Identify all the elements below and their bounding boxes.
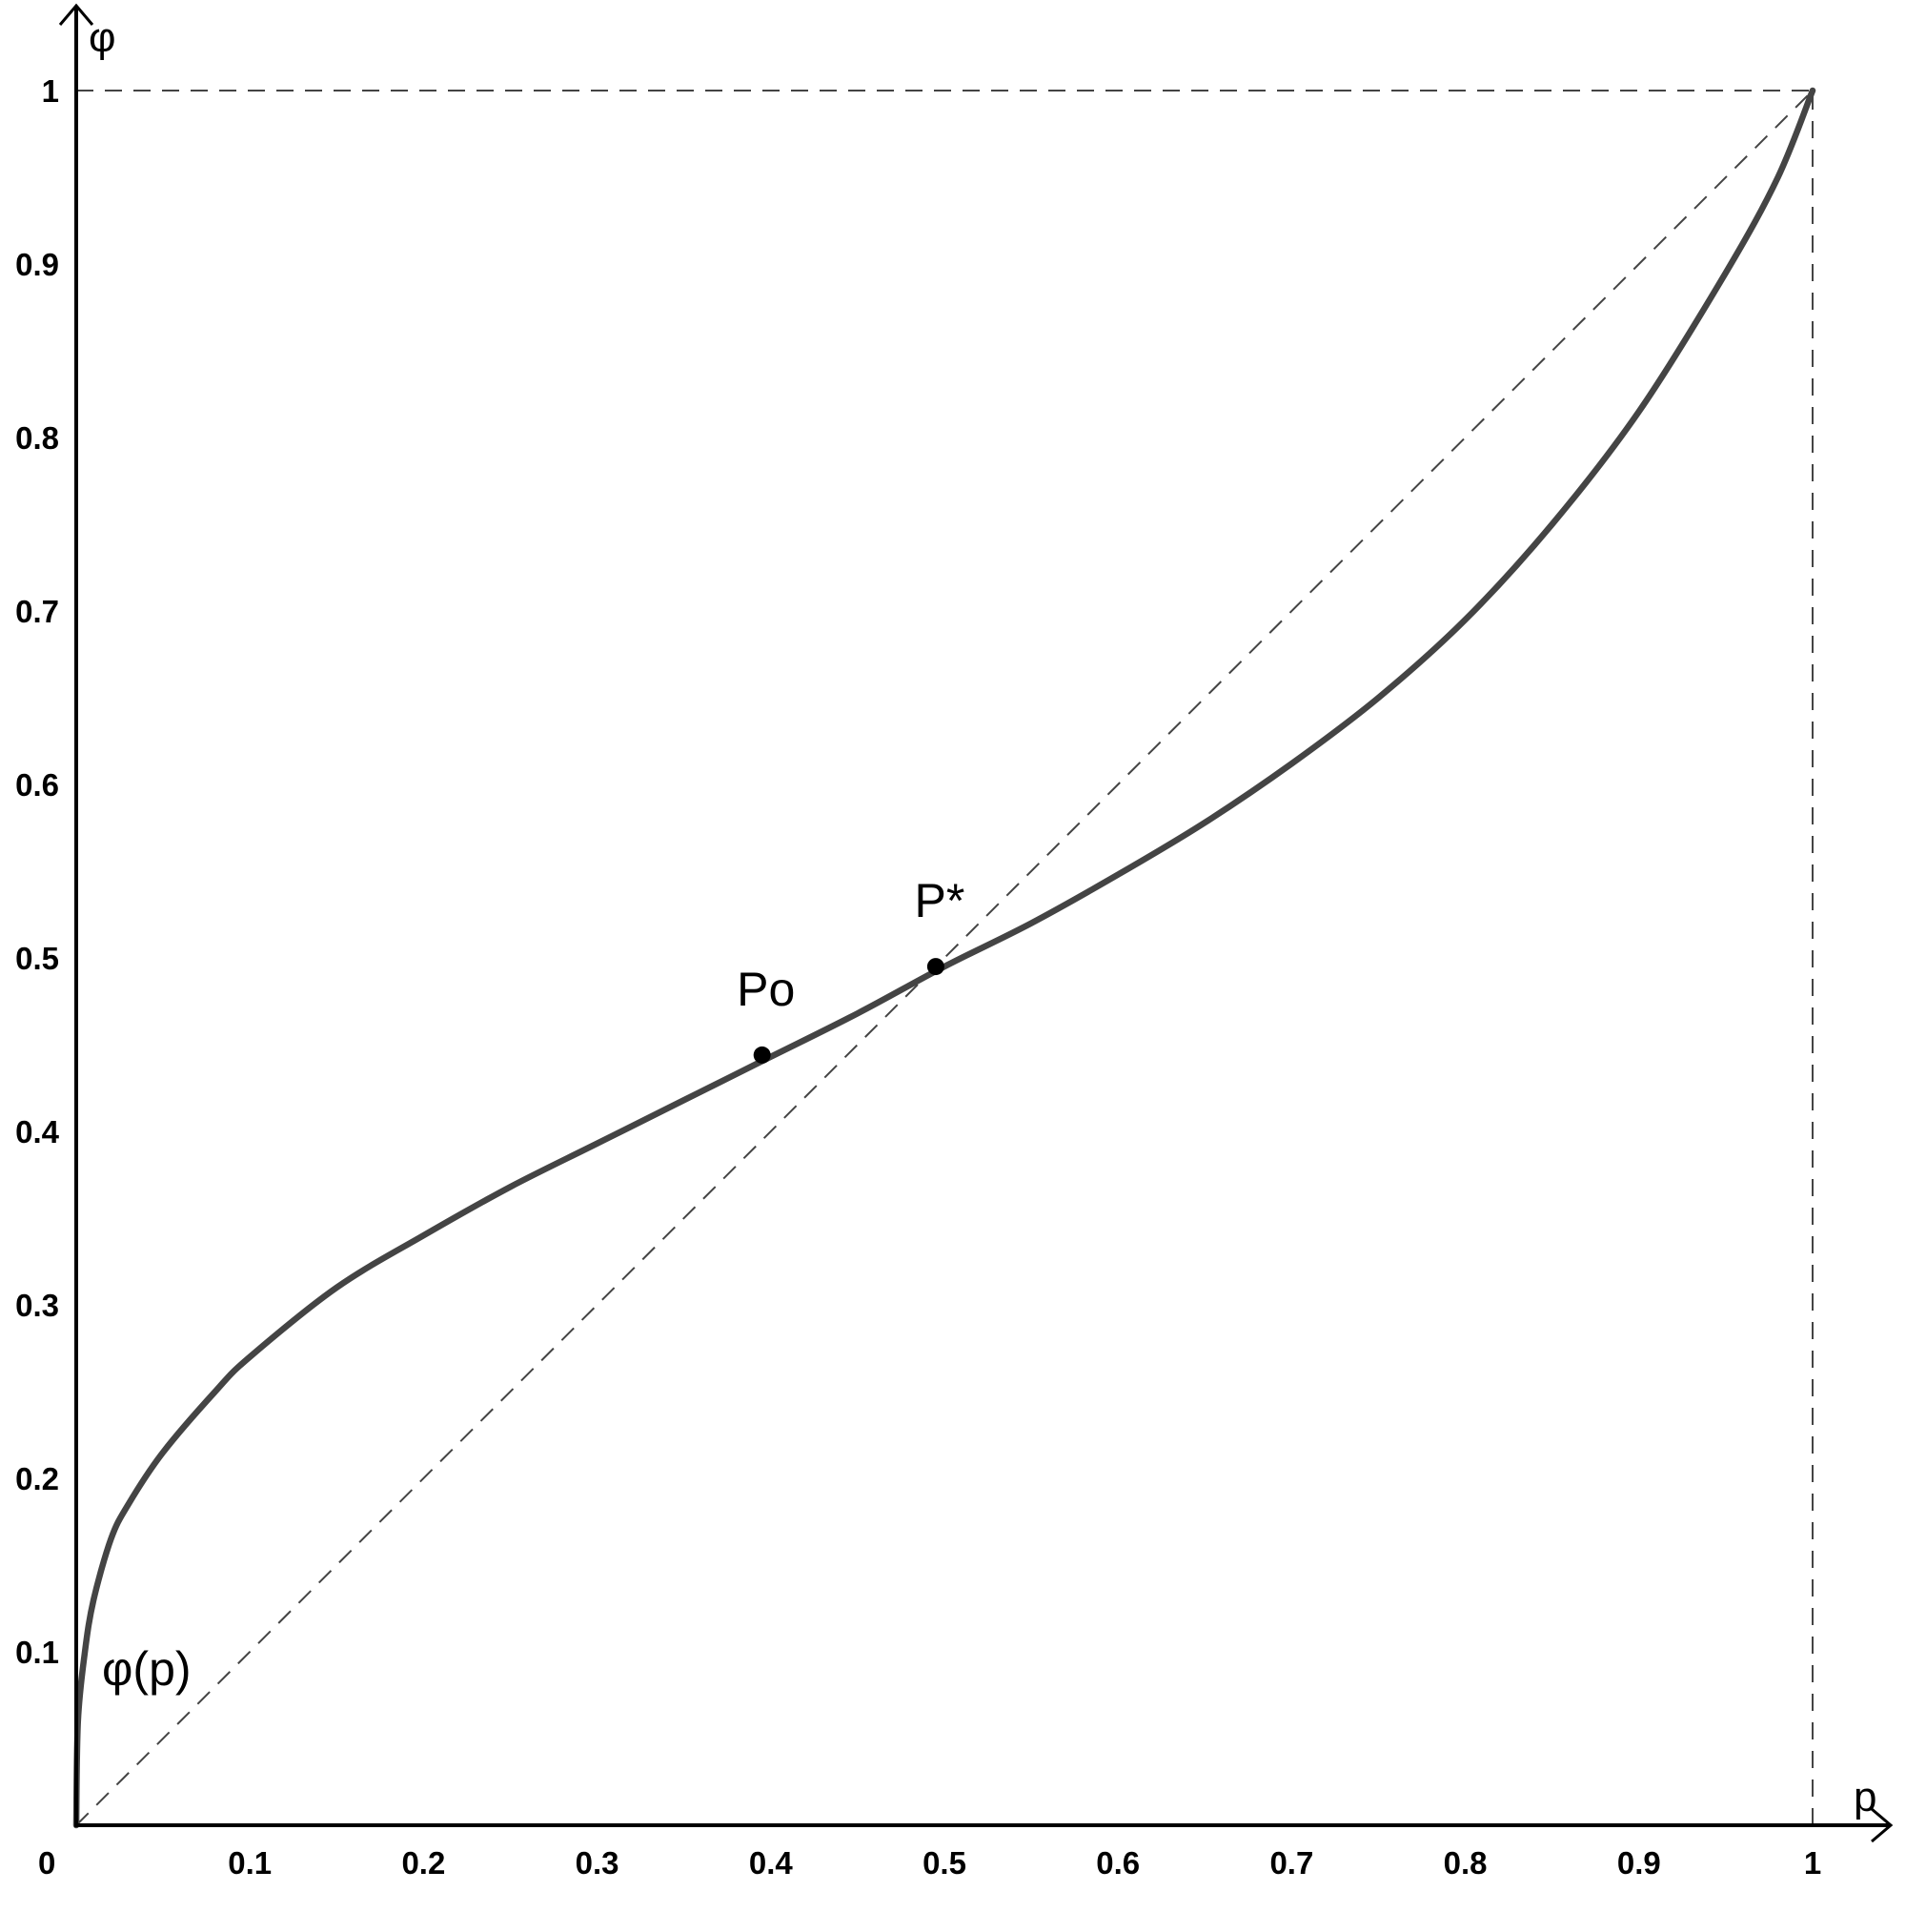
x-tick-label: 0.9 bbox=[1617, 1845, 1661, 1881]
x-tick-label: 0.1 bbox=[228, 1845, 272, 1881]
origin-label: 0 bbox=[38, 1845, 55, 1881]
y-tick-label: 0.8 bbox=[15, 420, 59, 456]
x-tick-label: 0.7 bbox=[1269, 1845, 1313, 1881]
y-tick-label: 0.5 bbox=[15, 941, 59, 976]
x-tick-labels: 0.1 0.2 0.3 0.4 0.5 0.6 0.7 0.8 0.9 1 bbox=[228, 1845, 1821, 1881]
point-label: Po bbox=[737, 963, 795, 1016]
x-axis-arrow bbox=[1871, 1807, 1894, 1843]
point-marker bbox=[753, 1046, 771, 1064]
y-tick-label: 0.1 bbox=[15, 1635, 59, 1670]
series-curve-0 bbox=[72, 87, 1816, 1829]
y-tick-label: 0.3 bbox=[15, 1288, 59, 1323]
y-axis-label: φ bbox=[89, 14, 116, 61]
y-tick-label: 0.7 bbox=[15, 594, 59, 629]
reference-line-diagonal bbox=[75, 90, 1814, 1826]
y-axis-arrow bbox=[58, 3, 94, 26]
y-tick-label: 0.4 bbox=[15, 1114, 60, 1149]
curve-layer bbox=[72, 87, 1816, 1829]
x-tick-label: 0.5 bbox=[923, 1845, 966, 1881]
x-tick-label: 0.4 bbox=[749, 1845, 794, 1881]
y-tick-label: 0.2 bbox=[15, 1461, 59, 1496]
x-tick-label: 0.3 bbox=[576, 1845, 619, 1881]
x-tick-label: 0.6 bbox=[1096, 1845, 1140, 1881]
x-axis-label: p bbox=[1854, 1774, 1876, 1820]
y-tick-label: 0.6 bbox=[15, 767, 59, 803]
point-label: P* bbox=[914, 874, 964, 927]
point-marker bbox=[926, 958, 944, 976]
x-tick-label: 0.2 bbox=[401, 1845, 445, 1881]
y-tick-labels: 0.1 0.2 0.3 0.4 0.5 0.6 0.7 0.8 0.9 1 bbox=[15, 73, 60, 1670]
x-tick-label: 0.8 bbox=[1444, 1845, 1488, 1881]
y-tick-label: 1 bbox=[42, 73, 59, 109]
x-tick-label: 1 bbox=[1804, 1845, 1821, 1881]
y-tick-label: 0.9 bbox=[15, 247, 59, 282]
reference-lines bbox=[75, 90, 1814, 1826]
series-label: φ(p) bbox=[102, 1642, 192, 1696]
point-layer: Po P* bbox=[737, 874, 964, 1064]
